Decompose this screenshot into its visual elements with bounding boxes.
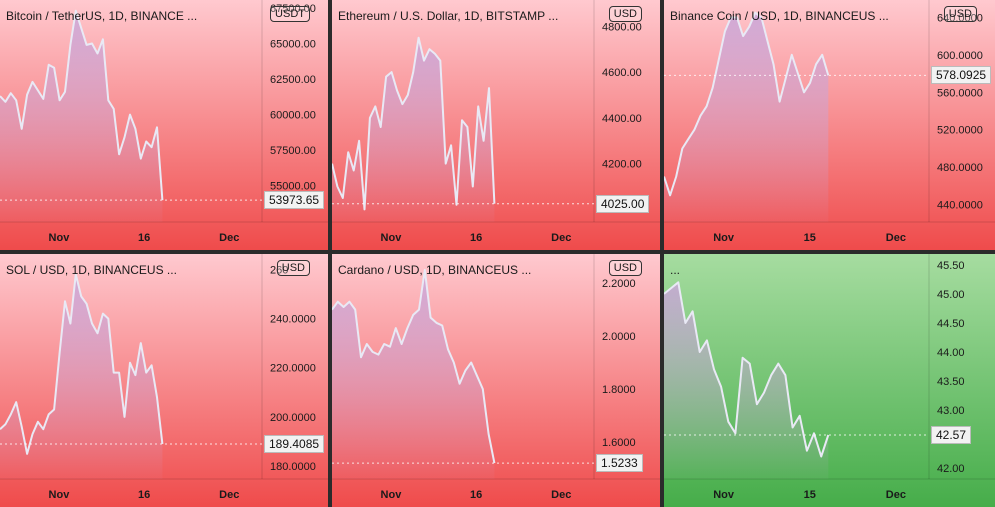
x-tick-label: Dec [219,232,239,244]
x-tick-label: 15 [804,232,816,244]
chart-title[interactable]: Binance Coin / USD, 1D, BINANCEUS ... [670,9,889,23]
y-tick-label: 45.50 [937,260,965,272]
x-tick-label: Nov [713,232,735,244]
series-area [0,274,163,479]
series-area [664,12,829,223]
last-price-label: 1.5233 [596,454,643,473]
y-tick-label: 520.0000 [937,125,983,137]
currency-badge[interactable]: USD [608,260,642,276]
x-tick-label: Dec [551,232,571,244]
y-tick-label: 4600.00 [602,67,642,79]
series-area [332,269,495,479]
currency-badge[interactable]: USD [943,6,977,22]
currency-badge[interactable]: USD [276,260,310,276]
series-line [0,273,164,455]
y-tick-label: 4200.00 [602,159,642,171]
x-tick-label: Dec [219,489,239,501]
x-tick-label: Nov [49,232,71,244]
x-tick-label: Dec [886,489,906,501]
y-tick-label: 55000.00 [270,181,316,193]
currency-badge[interactable]: USD [608,6,642,22]
last-price-label: 189.4085 [264,434,325,453]
x-tick-label: 16 [470,489,482,501]
series-line [332,36,496,211]
x-tick-label: Nov [713,489,735,501]
x-tick-label: 16 [138,232,150,244]
chart-panel-4[interactable]: 260 240.0000 220.0000 200.0000 180.0000 Nov 16… [0,254,328,507]
chart-panel-5[interactable]: 2.2000 2.0000 1.8000 1.6000 Nov 16 Dec Cardano … [332,254,660,507]
chart-svg: 260 240.0000 220.0000 200.0000 180.0000 Nov 16… [0,254,328,507]
y-tick-label: 1.6000 [602,437,636,449]
chart-svg: 67500.0065000.0062500.0060000.0057500.00… [0,0,328,250]
currency-badge[interactable]: USDT [270,6,310,22]
y-tick-label: 240.0000 [270,314,316,326]
chart-panel-6[interactable]: 45.50 45.00 44.50 44.00 43.50 43.00 42.00 Nov 15… [664,254,995,507]
series-line [664,281,830,458]
last-price-label: 4025.00 [596,194,650,213]
series-area [664,282,829,479]
chart-panel-2[interactable]: 4800.00 4600.00 4400.00 4200.00 Nov 16 Dec Ethe… [332,0,660,250]
chart-svg: 640.0000600.0000560.0000520.0000480.0000… [664,0,995,250]
chart-svg: 45.50 45.00 44.50 44.00 43.50 43.00 42.00 Nov 15… [664,254,995,507]
y-tick-label: 45.00 [937,289,965,301]
chart-title[interactable]: ... [670,263,681,277]
x-tick-label: 15 [804,489,816,501]
y-tick-label: 44.00 [937,347,965,359]
y-tick-label: 43.50 [937,376,965,388]
chart-panel-1[interactable]: 67500.00 65000.00 62500.00 60000.00 57500.00… [0,0,328,250]
y-tick-label: 2.0000 [602,331,636,343]
y-tick-label: 4400.00 [602,113,642,125]
x-tick-label: 16 [138,489,150,501]
y-tick-label: 62500.00 [270,74,316,86]
y-tick-label: 220.0000 [270,363,316,375]
y-tick-label: 560.0000 [937,87,983,99]
series-area [0,10,163,222]
y-tick-label: 180.0000 [270,461,316,473]
y-tick-label: 2.2000 [602,278,636,290]
last-price-label: 578.0925 [931,66,992,85]
y-tick-label: 200.0000 [270,412,316,424]
chart-title[interactable]: SOL / USD, 1D, BINANCEUS ... [6,263,177,277]
chart-title[interactable]: Bitcoin / TetherUS, 1D, BINANCE ... [6,9,198,23]
y-tick-label: 65000.00 [270,39,316,51]
y-tick-label: 44.50 [937,318,965,330]
last-price-label: 53973.65 [264,191,325,210]
series-line [0,9,164,201]
y-tick-label: 260 [270,264,288,276]
x-tick-label: Dec [886,232,906,244]
y-tick-label: 42.00 [937,463,965,475]
chart-title[interactable]: Ethereum / U.S. Dollar, 1D, BITSTAMP ... [338,9,559,23]
last-price-label: 42.57 [931,426,972,444]
chart-title[interactable]: Cardano / USD, 1D, BINANCEUS ... [338,263,532,277]
chart-panel-3[interactable]: 640.0000 600.0000 560.0000 520.0000 480.0000… [664,0,995,250]
y-tick-label: 60000.00 [270,110,316,122]
y-tick-label: 1.8000 [602,384,636,396]
y-tick-label: 440.0000 [937,200,983,212]
y-tick-label: 600.0000 [937,50,983,62]
y-tick-label: 57500.00 [270,145,316,157]
series-line [332,268,496,464]
y-tick-label: 43.00 [937,405,965,417]
y-tick-label: 480.0000 [937,162,983,174]
series-line [664,11,830,197]
x-tick-label: 16 [470,232,482,244]
x-tick-label: Nov [381,489,403,501]
x-tick-label: Dec [551,489,571,501]
x-tick-label: Nov [381,232,403,244]
y-tick-label: 4800.00 [602,21,642,33]
x-tick-label: Nov [49,489,71,501]
